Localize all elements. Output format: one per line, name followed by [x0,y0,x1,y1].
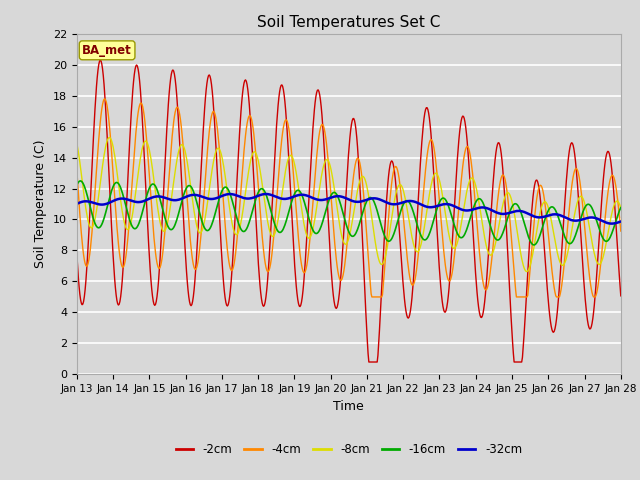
-32cm [73,201,81,207]
-2cm [417,162,424,168]
-4cm [223,247,231,252]
-16cm [223,185,231,191]
Line: -32cm: -32cm [77,194,621,224]
Line: -2cm: -2cm [77,60,621,362]
-16cm [617,205,625,211]
-32cm [139,199,147,204]
-16cm [195,206,202,212]
-8cm [83,211,90,216]
-2cm [195,216,202,222]
Title: Soil Temperatures Set C: Soil Temperatures Set C [257,15,440,30]
-4cm [433,162,440,168]
-4cm [140,108,147,113]
-32cm [617,219,625,225]
-8cm [416,246,424,252]
-4cm [101,96,109,102]
-2cm [97,57,104,63]
-16cm [140,205,147,211]
-16cm [73,182,81,188]
-16cm [416,229,424,235]
Legend: -2cm, -4cm, -8cm, -16cm, -32cm: -2cm, -4cm, -8cm, -16cm, -32cm [171,438,527,461]
-16cm [77,178,84,184]
-8cm [617,205,625,211]
-32cm [83,198,90,204]
-2cm [365,359,372,365]
Line: -16cm: -16cm [77,181,621,245]
Y-axis label: Soil Temperature (C): Soil Temperature (C) [35,140,47,268]
-4cm [195,254,202,260]
Line: -4cm: -4cm [77,99,621,297]
-2cm [223,303,231,309]
-16cm [431,211,439,217]
Text: BA_met: BA_met [82,44,132,57]
-2cm [83,268,90,274]
-16cm [84,193,92,199]
-32cm [416,201,424,207]
-4cm [83,264,90,269]
X-axis label: Time: Time [333,400,364,413]
-2cm [140,136,147,142]
-16cm [530,242,538,248]
-8cm [73,140,81,146]
-8cm [140,142,147,147]
-32cm [608,221,616,227]
-32cm [431,204,439,209]
Line: -8cm: -8cm [77,137,621,272]
-8cm [523,269,531,275]
-8cm [223,189,231,195]
-4cm [617,228,625,234]
-2cm [433,214,440,219]
-2cm [617,293,625,299]
-8cm [106,134,113,140]
-32cm [223,192,230,197]
-8cm [431,170,439,176]
-32cm [194,192,202,198]
-4cm [73,167,81,173]
-4cm [368,294,376,300]
-32cm [262,191,270,197]
-4cm [417,229,424,235]
-8cm [195,228,202,234]
-2cm [73,251,81,256]
